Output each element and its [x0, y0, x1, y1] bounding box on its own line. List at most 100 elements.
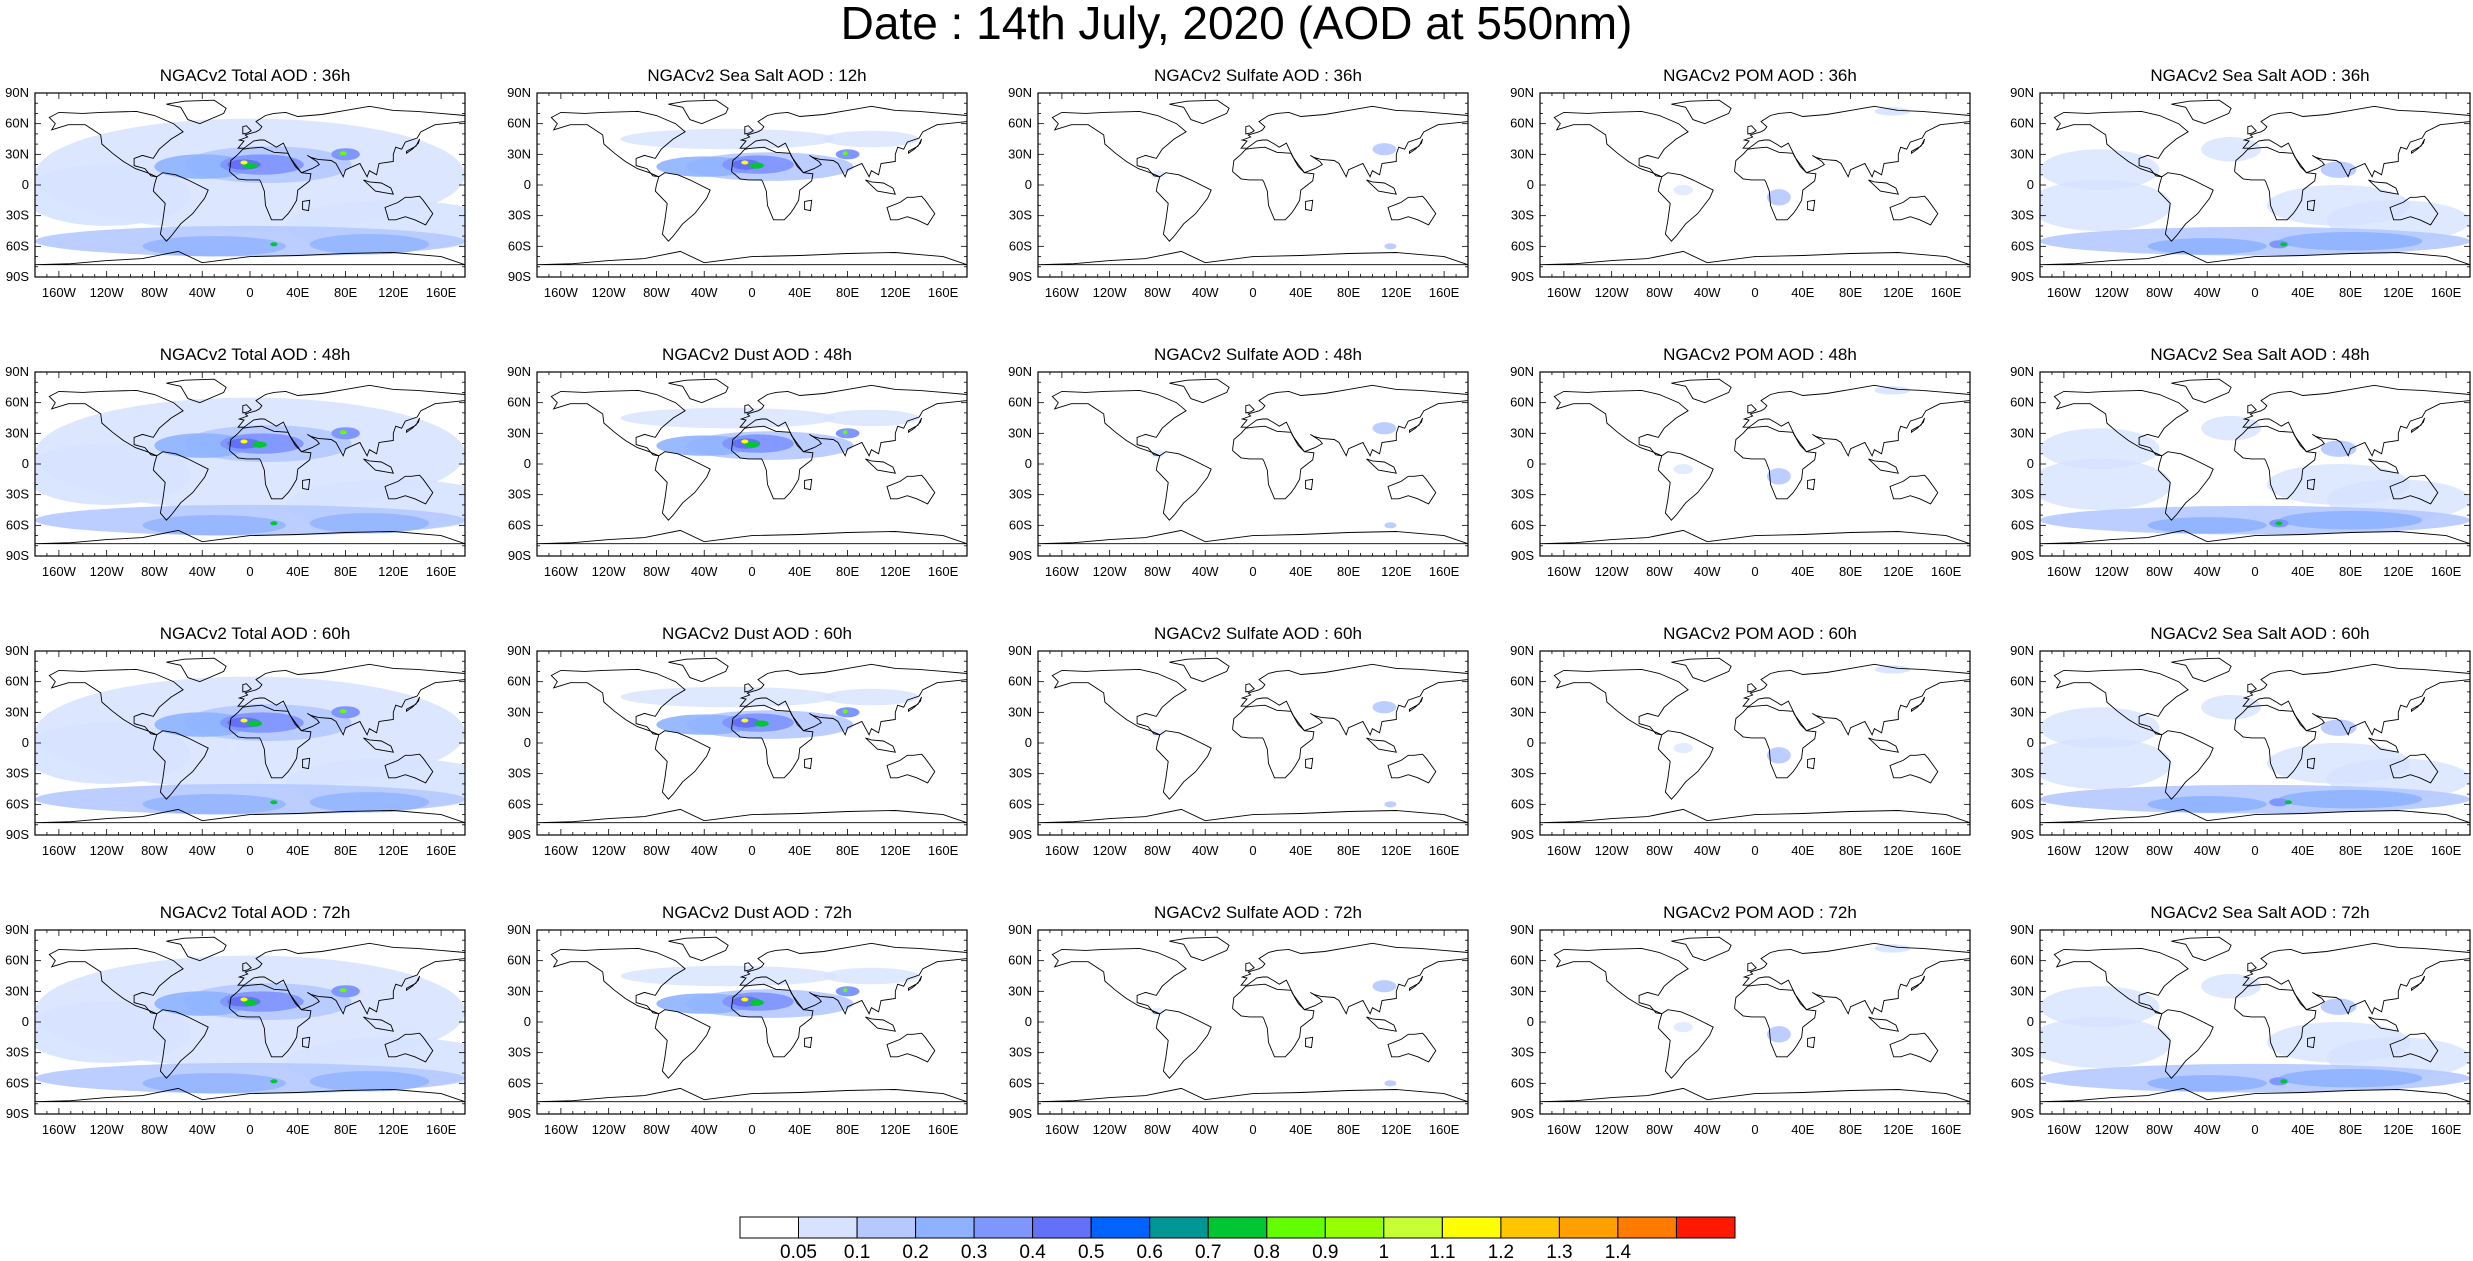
- aod-shading: [537, 378, 967, 545]
- aod-field: [823, 409, 920, 427]
- aod-field: [1767, 468, 1791, 485]
- coastline: [1305, 1036, 1314, 1049]
- coastline: [35, 808, 465, 824]
- lat-tick-label: 30N: [1510, 983, 1534, 998]
- aod-field: [823, 967, 920, 985]
- panel-title: NGACv2 Sulfate AOD : 60h: [1154, 624, 1362, 643]
- map-frame: [1539, 371, 1971, 557]
- coastline: [1051, 947, 1187, 1015]
- lon-tick-label: 80E: [836, 285, 859, 300]
- lon-tick-label: 80E: [1839, 1122, 1862, 1137]
- aod-field: [2040, 986, 2160, 1028]
- coastline: [2171, 936, 2232, 962]
- coastline: [1155, 172, 1212, 242]
- coastline: [2171, 99, 2232, 125]
- coastline: [2411, 696, 2426, 713]
- lon-tick-label: 120E: [2383, 1122, 2414, 1137]
- coastline: [654, 451, 711, 521]
- lon-tick-label: 0: [2251, 843, 2258, 858]
- coastline: [1540, 1087, 1970, 1103]
- coastline: [731, 983, 814, 1058]
- lon-tick-label: 160W: [1045, 1122, 1080, 1137]
- lon-tick-label: 160W: [42, 564, 77, 579]
- coastline: [1245, 125, 1255, 135]
- colorbar-swatch: [1617, 1216, 1677, 1239]
- colorbar-swatch: [739, 1216, 799, 1239]
- lat-tick-label: 30N: [1008, 704, 1032, 719]
- coastline: [2157, 1009, 2214, 1079]
- panel-title: NGACv2 Sea Salt AOD : 48h: [2150, 345, 2370, 364]
- coastline: [35, 529, 465, 545]
- aod-field: [142, 1073, 286, 1094]
- lon-tick-label: 80W: [141, 564, 168, 579]
- lat-tick-label: 90N: [5, 922, 29, 937]
- coastline: [1889, 195, 1939, 226]
- lon-tick-label: 40E: [788, 285, 811, 300]
- aod-field: [2147, 517, 2267, 534]
- lat-tick-label: 30S: [1511, 1045, 1534, 1060]
- coastline: [886, 474, 936, 505]
- lon-tick-label: 40E: [1791, 564, 1814, 579]
- map-frame: [1539, 650, 1971, 836]
- aod-field: [240, 718, 248, 723]
- coastline: [1051, 668, 1187, 736]
- coastline: [1232, 983, 1315, 1058]
- coastline: [1747, 404, 1757, 414]
- coastline: [406, 975, 421, 992]
- lon-tick-label: 80W: [1646, 285, 1673, 300]
- lon-tick-label: 120E: [1883, 564, 1914, 579]
- aod-field: [2278, 511, 2423, 530]
- lat-tick-label: 0: [2027, 1014, 2034, 1029]
- lon-tick-label: 160E: [1931, 843, 1962, 858]
- coastline: [363, 179, 395, 195]
- lat-tick-label: 30N: [507, 146, 531, 161]
- map-frame: [536, 371, 968, 557]
- lat-tick-label: 30S: [508, 1045, 531, 1060]
- coastline: [1245, 962, 1255, 972]
- coastline: [1889, 1032, 1939, 1063]
- lon-tick-label: 0: [246, 843, 253, 858]
- lat-tick-label: 90N: [1008, 85, 1032, 100]
- lat-tick-label: 90N: [2010, 922, 2034, 937]
- lon-tick-label: 40E: [286, 843, 309, 858]
- lat-tick-label: 90S: [1009, 1106, 1032, 1121]
- lat-tick-label: 90N: [1510, 364, 1534, 379]
- lon-tick-label: 120W: [592, 843, 627, 858]
- aod-field: [731, 717, 761, 728]
- aod-field: [1384, 1080, 1397, 1087]
- aod-field: [220, 154, 304, 175]
- lon-tick-label: 40W: [1694, 564, 1721, 579]
- lat-tick-label: 0: [1527, 735, 1534, 750]
- coastline: [2247, 962, 2257, 972]
- aod-field: [2269, 798, 2289, 807]
- lon-tick-label: 40W: [189, 843, 216, 858]
- aod-field: [1372, 701, 1397, 714]
- coastline: [550, 947, 686, 1015]
- coastline: [668, 378, 729, 404]
- coastline: [668, 99, 729, 125]
- aod-field: [270, 800, 278, 805]
- coastline: [2411, 138, 2426, 155]
- coastline: [1671, 936, 1732, 962]
- aod-field: [620, 407, 836, 429]
- lat-tick-label: 0: [1025, 456, 1032, 471]
- coastline: [1366, 1016, 1398, 1032]
- panel-title: NGACv2 Sulfate AOD : 72h: [1154, 903, 1362, 922]
- lat-tick-label: 60N: [507, 395, 531, 410]
- coastline: [731, 704, 814, 779]
- aod-field: [2201, 415, 2261, 441]
- aod-field: [620, 128, 836, 150]
- aod-field: [1767, 189, 1791, 206]
- coastline: [1240, 384, 1468, 457]
- colorbar-label: 0.9: [1312, 1242, 1338, 1261]
- colorbar-label: 0.7: [1195, 1242, 1221, 1261]
- aod-field: [2269, 1077, 2289, 1086]
- lon-tick-label: 40W: [691, 564, 718, 579]
- map-panel: NGACv2 Sulfate AOD : 48h 90N 60N 30N 0 30S 60S…: [1008, 345, 1478, 580]
- lon-tick-label: 80E: [334, 843, 357, 858]
- lon-tick-label: 120W: [90, 1122, 125, 1137]
- lon-tick-label: 160E: [1429, 1122, 1460, 1137]
- lat-tick-label: 90S: [2011, 548, 2034, 563]
- lat-tick-label: 60S: [508, 1075, 531, 1090]
- coastline: [2053, 110, 2189, 178]
